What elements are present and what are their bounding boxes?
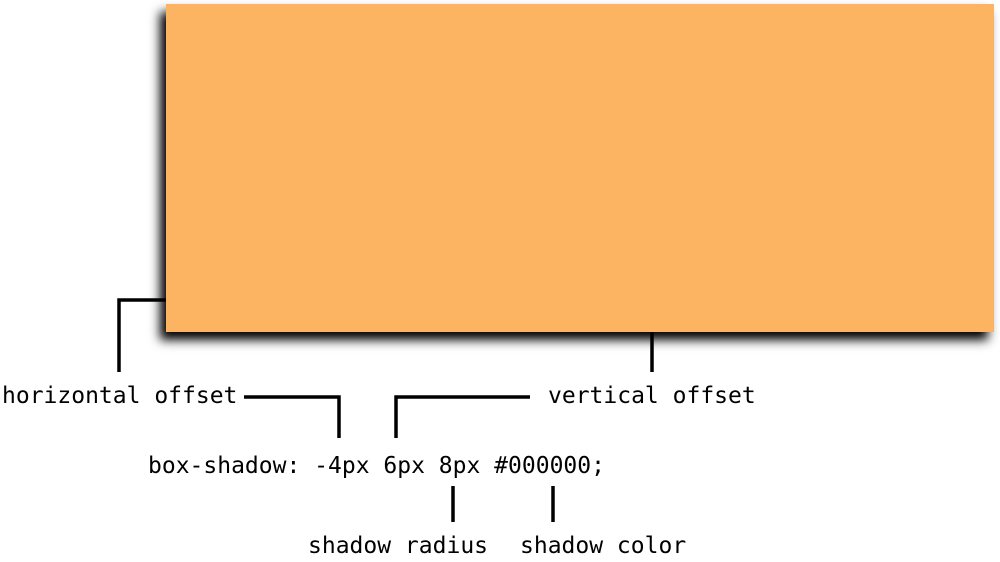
horizontal-offset-label: horizontal offset xyxy=(2,383,238,409)
shadow-radius-label: shadow radius xyxy=(308,533,489,559)
box-shadow-code: box-shadow: -4px 6px 8px #000000; xyxy=(148,453,605,479)
horizontal-offset-code-connector xyxy=(244,395,341,438)
vertical-offset-code-connector xyxy=(394,395,530,438)
shadow-color-label: shadow color xyxy=(520,533,687,559)
horizontal-offset-box-connector xyxy=(117,298,166,372)
shadowed-box xyxy=(166,4,994,332)
vertical-offset-label: vertical offset xyxy=(548,383,756,409)
